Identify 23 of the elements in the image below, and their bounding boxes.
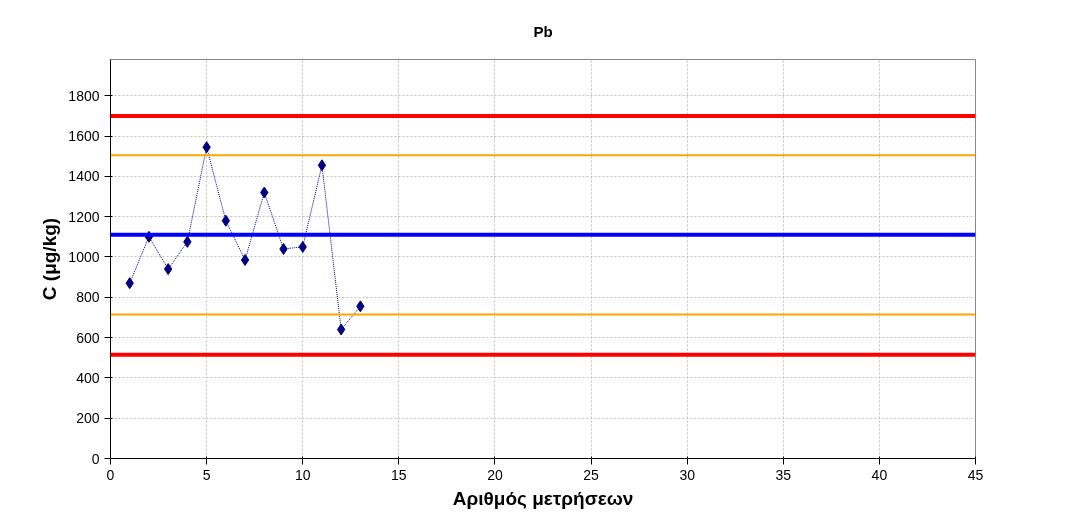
y-tick-label: 400 [76, 369, 100, 386]
x-tick-label: 0 [106, 466, 115, 483]
x-tick-label: 15 [391, 466, 407, 483]
x-tick-label: 30 [679, 466, 696, 483]
y-tick-label: 1000 [68, 248, 100, 265]
y-tick-label: 1400 [68, 168, 100, 185]
y-axis-title: C (μg/kg) [39, 217, 61, 301]
y-tick-label: 0 [91, 450, 100, 467]
x-tick-label: 5 [202, 466, 211, 483]
x-tick-label: 25 [583, 466, 600, 483]
y-tick-label: 1200 [68, 208, 100, 225]
y-tick-label: 1600 [68, 128, 100, 145]
y-tick-label: 200 [76, 410, 100, 427]
y-tick-label: 800 [76, 289, 100, 306]
x-tick-label: 10 [294, 466, 311, 483]
x-tick-label: 45 [967, 466, 984, 483]
x-axis-title: Αριθμός μετρήσεων [452, 487, 634, 509]
x-tick-label: 35 [775, 466, 792, 483]
chart-title: Pb [533, 22, 553, 40]
x-tick-label: 20 [487, 466, 503, 483]
y-tick-label: 600 [76, 329, 100, 346]
y-tick-label: 1800 [68, 87, 100, 104]
x-tick-label: 40 [871, 466, 888, 483]
